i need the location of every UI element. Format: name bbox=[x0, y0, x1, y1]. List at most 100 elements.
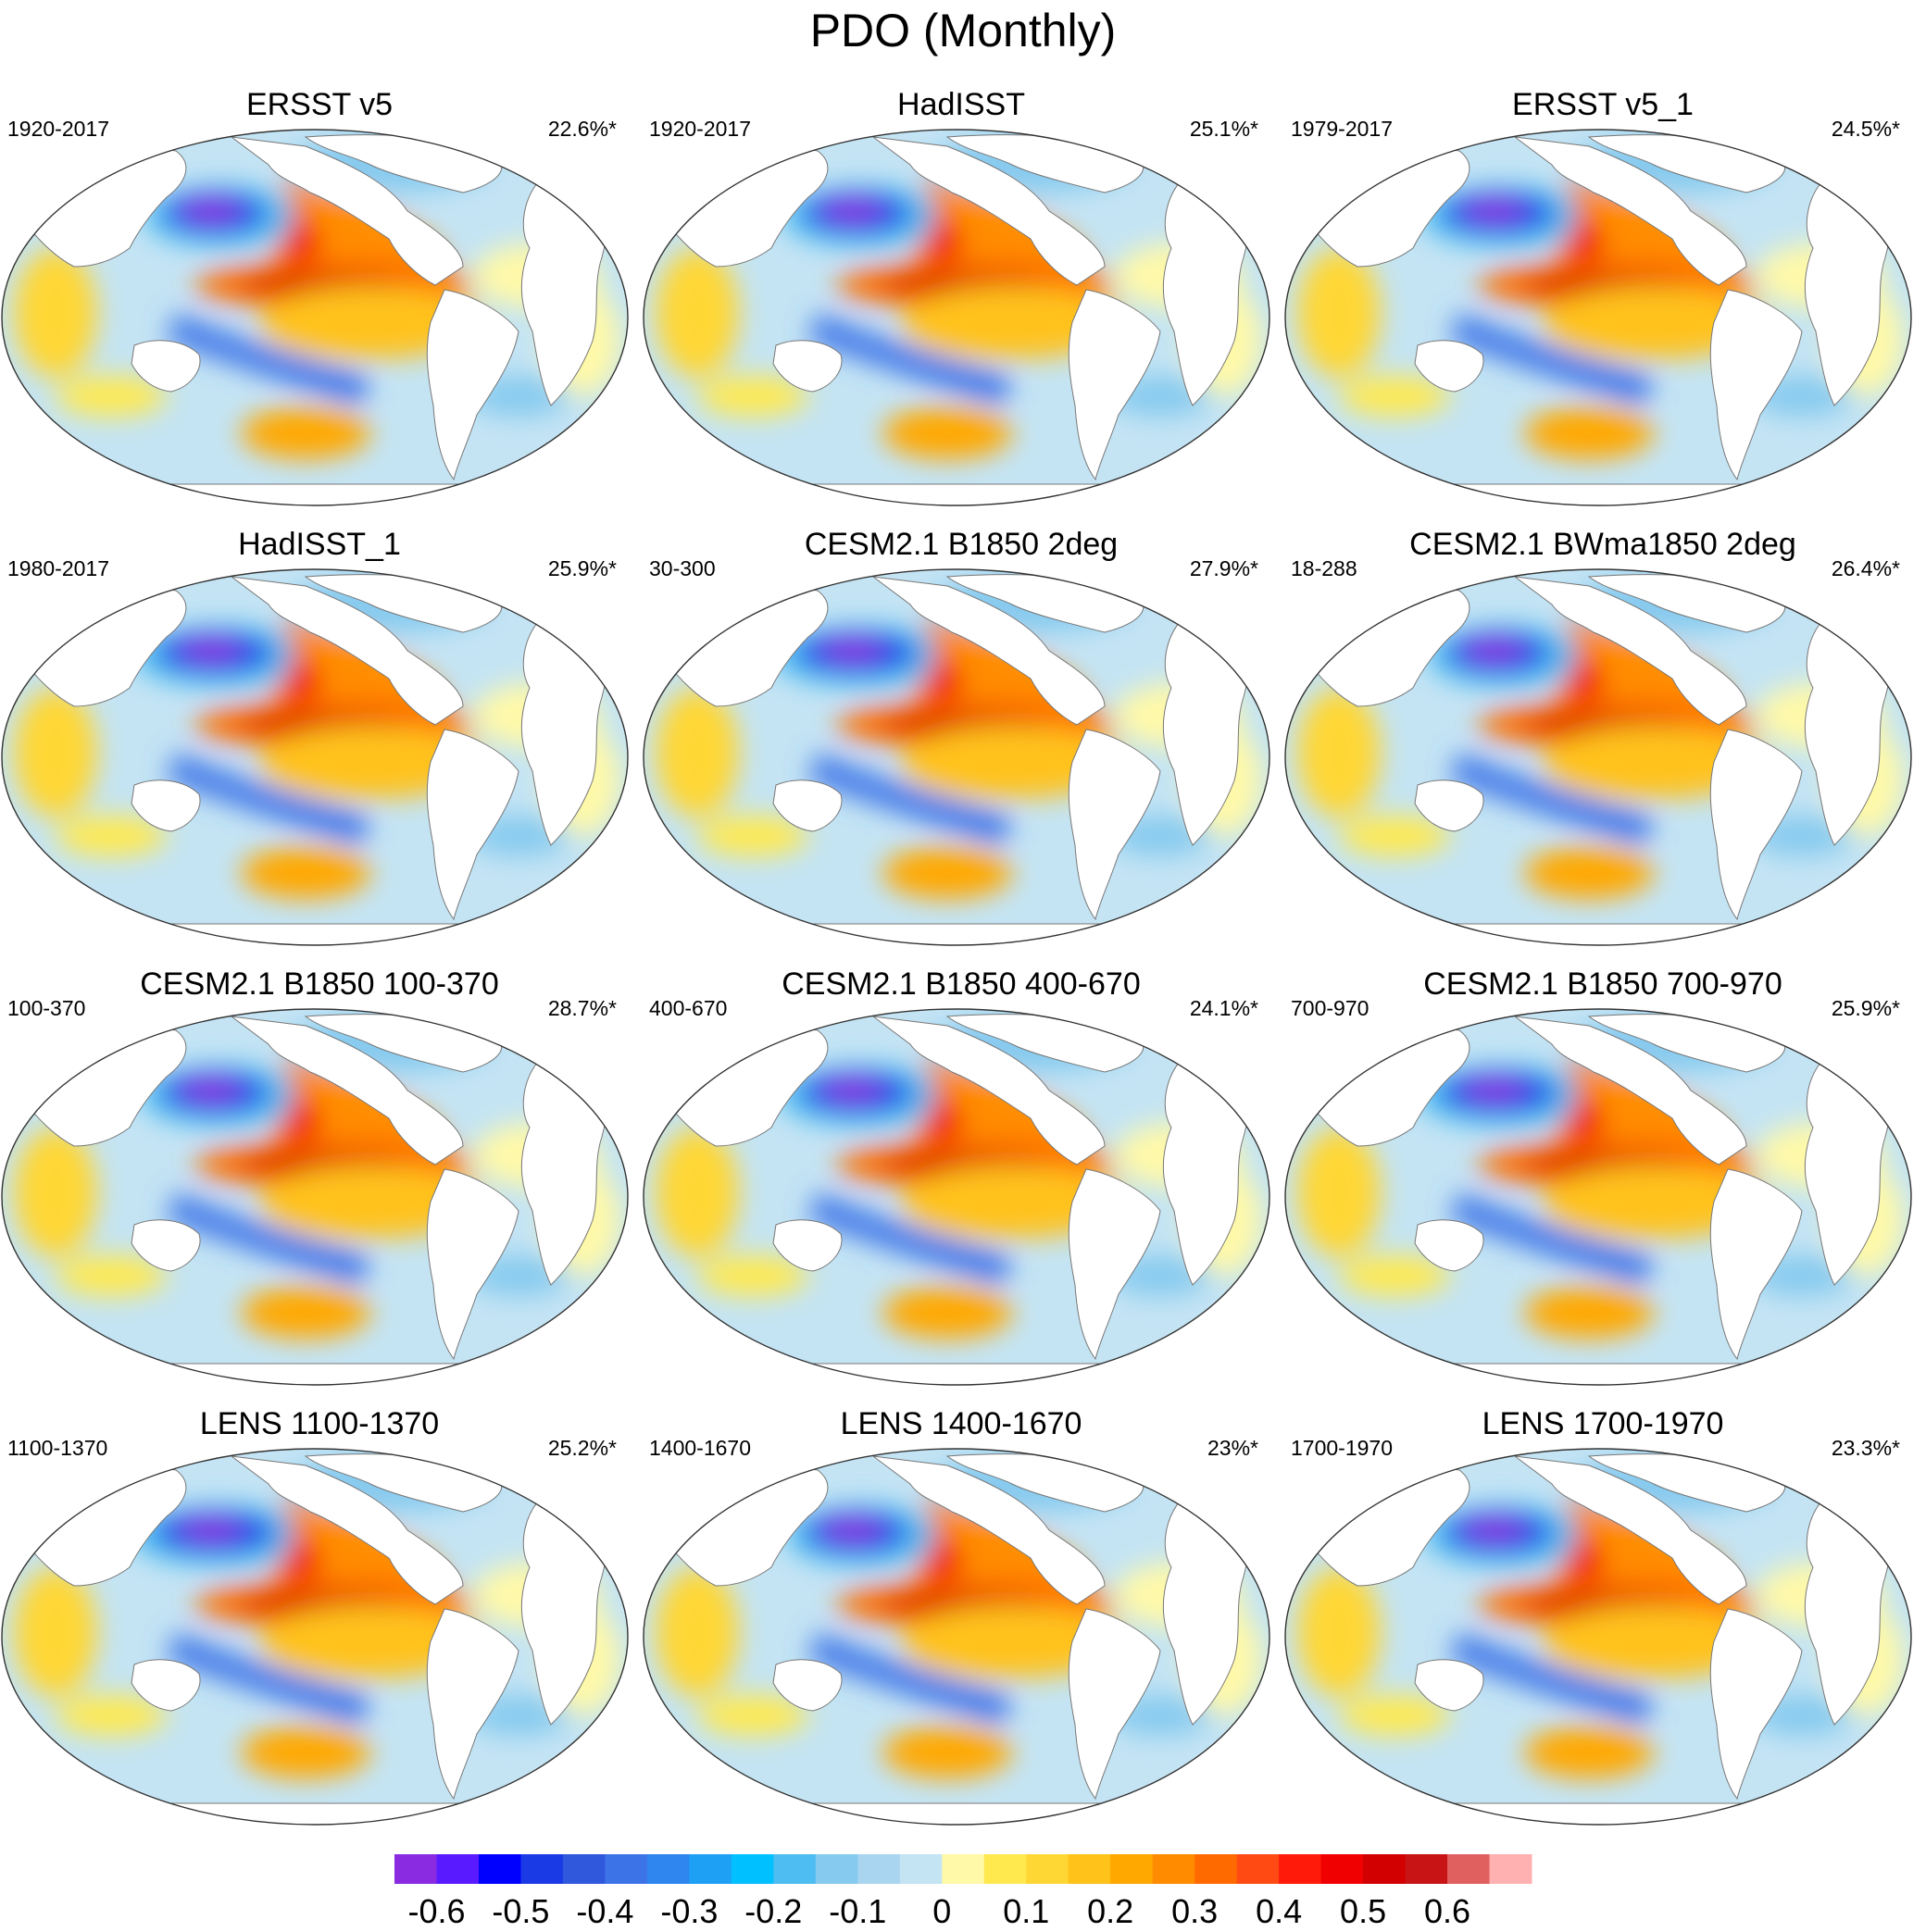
panel-title: LENS 1400-1670 bbox=[840, 1406, 1082, 1441]
continents bbox=[644, 574, 1269, 945]
world-map bbox=[1284, 1448, 1912, 1826]
panel-period: 1400-1670 bbox=[649, 1436, 751, 1460]
panel-period: 100-370 bbox=[7, 996, 86, 1020]
map-panel: HadISST 1920-2017 25.1%* bbox=[642, 87, 1281, 518]
panel-period: 700-970 bbox=[1291, 996, 1369, 1020]
panel-title: CESM2.1 B1850 400-670 bbox=[782, 966, 1141, 1002]
panel-variance: 28.7%* bbox=[547, 996, 617, 1020]
panel-variance: 26.4%* bbox=[1831, 556, 1900, 580]
world-map bbox=[643, 568, 1270, 946]
colorbar-swatch bbox=[689, 1854, 732, 1884]
panel-title: CESM2.1 B1850 100-370 bbox=[140, 966, 499, 1002]
map-panel: ERSST v5 1920-2017 22.6%* bbox=[0, 87, 639, 518]
colorbar-swatch bbox=[1152, 1854, 1195, 1884]
panel-period: 18-288 bbox=[1291, 556, 1357, 580]
colorbar-label: 0.6 bbox=[1424, 1892, 1470, 1930]
panel-title: ERSST v5_1 bbox=[1512, 87, 1694, 122]
colorbar-swatch bbox=[394, 1854, 437, 1884]
colorbar-swatch bbox=[857, 1854, 901, 1884]
colorbar-label: 0.5 bbox=[1340, 1892, 1386, 1930]
map-border bbox=[643, 568, 1270, 946]
map-border bbox=[1, 129, 629, 506]
world-map bbox=[643, 129, 1270, 506]
colorbar-swatch bbox=[899, 1854, 943, 1884]
panel-variance: 24.5%* bbox=[1831, 117, 1900, 141]
colorbar-label: -0.6 bbox=[407, 1892, 465, 1930]
colorbar-swatch bbox=[942, 1854, 985, 1884]
world-map bbox=[1284, 568, 1912, 946]
sst-pattern bbox=[644, 569, 1269, 945]
map-panel: HadISST_1 1980-2017 25.9%* bbox=[0, 527, 639, 958]
sst-pattern bbox=[2, 1009, 628, 1385]
colorbar-swatch bbox=[605, 1854, 648, 1884]
map-border bbox=[1, 1448, 629, 1826]
colorbar-swatch bbox=[773, 1854, 817, 1884]
map-panel: LENS 1100-1370 1100-1370 25.2%* bbox=[0, 1406, 639, 1838]
world-map bbox=[643, 1008, 1270, 1386]
colorbar-label: -0.1 bbox=[829, 1892, 886, 1930]
panel-variance: 27.9%* bbox=[1189, 556, 1258, 580]
colorbar-swatch bbox=[1068, 1854, 1111, 1884]
map-border bbox=[643, 129, 1270, 506]
map-border bbox=[643, 1448, 1270, 1826]
panel-title: CESM2.1 B1850 2deg bbox=[804, 527, 1119, 562]
colorbar-swatch bbox=[1405, 1854, 1448, 1884]
map-border bbox=[1284, 1448, 1912, 1826]
panel-variance: 25.1%* bbox=[1189, 117, 1258, 141]
world-map bbox=[1, 1008, 629, 1386]
colorbar: -0.6 -0.5 -0.4 -0.3 -0.2 -0.1 0 0.1 0.2 0.3 0.4 0.5… bbox=[394, 1854, 1532, 1930]
panel-variance: 25.2%* bbox=[547, 1436, 617, 1460]
map-panel: CESM2.1 B1850 400-670 400-670 24.1%* bbox=[642, 966, 1281, 1398]
panel-period: 1920-2017 bbox=[649, 117, 751, 141]
sst-pattern bbox=[644, 1009, 1269, 1385]
panel-title: LENS 1700-1970 bbox=[1482, 1406, 1724, 1441]
colorbar-swatch bbox=[1110, 1854, 1154, 1884]
colorbar-label: 0.4 bbox=[1256, 1892, 1302, 1930]
colorbar-swatch bbox=[731, 1854, 774, 1884]
colorbar-label: 0.1 bbox=[1003, 1892, 1049, 1930]
world-map bbox=[643, 1448, 1270, 1826]
sst-pattern bbox=[2, 569, 628, 945]
world-map bbox=[1, 568, 629, 946]
panel-period: 1920-2017 bbox=[7, 117, 109, 141]
map-panel: LENS 1400-1670 1400-1670 23%* bbox=[642, 1406, 1281, 1838]
world-map bbox=[1, 129, 629, 506]
panel-variance: 22.6%* bbox=[547, 117, 617, 141]
world-map bbox=[1, 1448, 629, 1826]
colorbar-label: 0.3 bbox=[1171, 1892, 1218, 1930]
map-panel: CESM2.1 B1850 100-370 100-370 28.7%* bbox=[0, 966, 639, 1398]
panel-variance: 24.1%* bbox=[1189, 996, 1258, 1020]
map-panel: CESM2.1 BWma1850 2deg 18-288 26.4%* bbox=[1283, 527, 1922, 958]
world-map bbox=[1284, 129, 1912, 506]
map-border bbox=[1, 1008, 629, 1386]
colorbar-swatch bbox=[1320, 1854, 1364, 1884]
colorbar-swatch bbox=[1489, 1854, 1532, 1884]
figure-title: PDO (Monthly) bbox=[809, 5, 1117, 56]
colorbar-swatch bbox=[520, 1854, 564, 1884]
map-panel: CESM2.1 B1850 2deg 30-300 27.9%* bbox=[642, 527, 1281, 958]
map-border bbox=[643, 1008, 1270, 1386]
map-border bbox=[1, 568, 629, 946]
sst-pattern bbox=[1285, 1009, 1911, 1385]
colorbar-label: -0.2 bbox=[744, 1892, 802, 1930]
panel-title: CESM2.1 B1850 700-970 bbox=[1423, 966, 1782, 1002]
colorbar-swatch bbox=[1194, 1854, 1238, 1884]
colorbar-swatch bbox=[1279, 1854, 1322, 1884]
colorbar-label: 0 bbox=[932, 1892, 951, 1930]
panel-period: 1979-2017 bbox=[1291, 117, 1393, 141]
panel-period: 400-670 bbox=[649, 996, 728, 1020]
panel-period: 1980-2017 bbox=[7, 556, 109, 580]
sst-pattern bbox=[1285, 1449, 1911, 1825]
world-map bbox=[1284, 1008, 1912, 1386]
colorbar-swatch bbox=[562, 1854, 606, 1884]
panel-title: HadISST bbox=[897, 87, 1025, 122]
colorbar-label: -0.4 bbox=[576, 1892, 633, 1930]
colorbar-label: -0.3 bbox=[660, 1892, 718, 1930]
colorbar-swatch bbox=[1026, 1854, 1069, 1884]
panel-title: CESM2.1 BWma1850 2deg bbox=[1409, 527, 1796, 562]
panel-period: 1100-1370 bbox=[7, 1436, 108, 1460]
colorbar-label: -0.5 bbox=[492, 1892, 549, 1930]
panel-variance: 25.9%* bbox=[547, 556, 617, 580]
colorbar-swatch bbox=[1363, 1854, 1407, 1884]
panel-period: 1700-1970 bbox=[1291, 1436, 1393, 1460]
